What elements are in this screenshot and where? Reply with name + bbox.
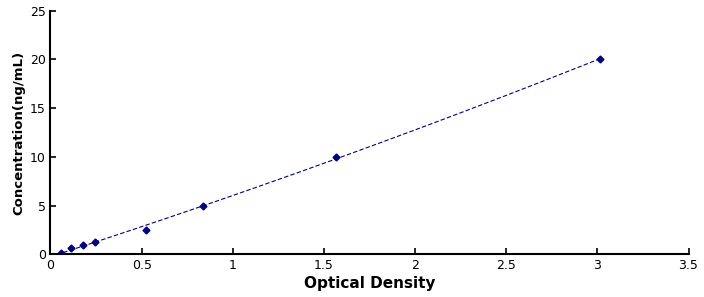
- X-axis label: Optical Density: Optical Density: [303, 277, 435, 291]
- Y-axis label: Concentration(ng/mL): Concentration(ng/mL): [13, 50, 25, 214]
